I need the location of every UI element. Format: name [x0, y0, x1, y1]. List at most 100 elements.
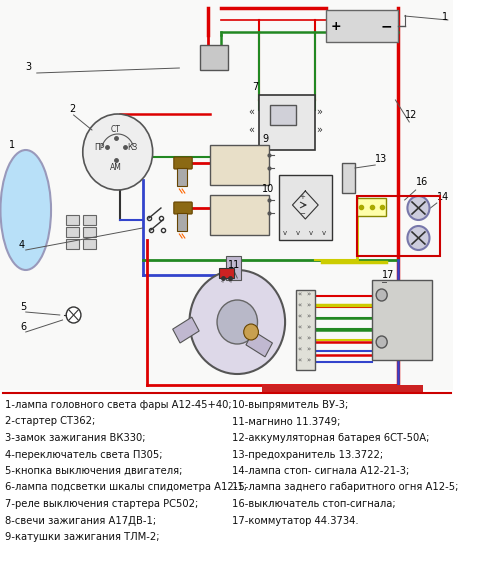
Text: 4: 4 [18, 240, 25, 250]
Bar [342, 163, 355, 193]
Text: 6: 6 [20, 322, 26, 332]
Bar [173, 317, 199, 343]
Circle shape [83, 114, 153, 190]
Circle shape [244, 324, 258, 340]
Bar [66, 215, 79, 225]
Text: КЗ: КЗ [127, 142, 138, 151]
Text: 11: 11 [228, 260, 240, 270]
Text: +: + [330, 20, 341, 33]
Bar [296, 290, 315, 370]
Bar [177, 168, 187, 186]
Text: +: + [300, 194, 306, 200]
Text: «: « [228, 279, 232, 284]
Text: »: » [306, 324, 311, 330]
FancyBboxPatch shape [174, 157, 192, 169]
Circle shape [376, 289, 387, 301]
Text: 12: 12 [405, 110, 417, 120]
Bar [326, 10, 398, 42]
Text: »: » [306, 313, 311, 319]
Bar [357, 196, 440, 256]
Text: 16: 16 [416, 177, 428, 187]
Text: «: « [298, 291, 302, 297]
Bar [270, 105, 296, 125]
Circle shape [407, 226, 429, 250]
Text: 13: 13 [375, 154, 387, 164]
Text: 9: 9 [262, 134, 268, 144]
Text: 10-выпрямитель ВУ-3;: 10-выпрямитель ВУ-3; [232, 400, 348, 410]
Text: «: « [248, 107, 254, 117]
Text: 14: 14 [437, 192, 449, 202]
Text: v: v [283, 230, 287, 236]
Text: v: v [296, 230, 300, 236]
Bar [201, 45, 228, 70]
Bar [246, 331, 273, 357]
Text: 14-лампа стоп- сигнала А12-21-3;: 14-лампа стоп- сигнала А12-21-3; [232, 466, 409, 476]
Bar [83, 215, 96, 225]
Text: 5: 5 [20, 302, 27, 312]
FancyBboxPatch shape [174, 202, 192, 214]
Bar [66, 227, 79, 237]
Bar [66, 239, 79, 249]
Text: »: » [306, 346, 311, 352]
Text: v: v [322, 230, 326, 236]
Text: 7: 7 [252, 82, 258, 92]
Bar [177, 213, 187, 231]
Bar [226, 256, 241, 280]
Bar [219, 268, 234, 278]
Text: «: « [298, 313, 302, 319]
Text: v: v [309, 230, 313, 236]
Bar [373, 280, 432, 360]
Text: «: « [221, 279, 224, 284]
Bar [0, 0, 454, 390]
Text: 1: 1 [9, 140, 15, 150]
Bar [262, 385, 423, 393]
Text: 6-лампа подсветки шкалы спидометра А12-1;: 6-лампа подсветки шкалы спидометра А12-1… [4, 483, 246, 493]
Text: 13-предохранитель 13.3722;: 13-предохранитель 13.3722; [232, 450, 383, 459]
Text: 4-переключатель света П305;: 4-переключатель света П305; [4, 450, 162, 459]
Text: АМ: АМ [110, 163, 122, 172]
Text: −: − [300, 211, 306, 217]
Circle shape [407, 196, 429, 220]
Text: «: « [298, 324, 302, 330]
Text: 2: 2 [69, 104, 75, 114]
Text: 11-магнино 11.3749;: 11-магнино 11.3749; [232, 416, 340, 427]
Text: 7-реле выключения стартера РС502;: 7-реле выключения стартера РС502; [4, 499, 198, 509]
Text: 15-лампа заднего габаритного огня А12-5;: 15-лампа заднего габаритного огня А12-5; [232, 483, 458, 493]
Bar [210, 145, 270, 185]
Text: «: « [298, 346, 302, 352]
Text: 17-коммутатор 44.3734.: 17-коммутатор 44.3734. [232, 515, 358, 525]
Text: 2-стартер СТ362;: 2-стартер СТ362; [4, 416, 95, 427]
Text: 5-кнопка выключения двигателя;: 5-кнопка выключения двигателя; [4, 466, 182, 476]
Circle shape [66, 307, 81, 323]
Text: 3: 3 [26, 62, 32, 72]
Text: −: − [381, 19, 392, 33]
Text: «: « [298, 357, 302, 363]
Text: 1: 1 [442, 12, 448, 22]
Text: «: « [298, 302, 302, 308]
Text: 3-замок зажигания ВК330;: 3-замок зажигания ВК330; [4, 433, 145, 443]
Bar [357, 198, 386, 216]
Circle shape [376, 336, 387, 348]
Text: »: » [317, 107, 322, 117]
Circle shape [217, 300, 257, 344]
Text: 10: 10 [262, 184, 275, 194]
Bar [259, 95, 315, 150]
Text: СТ: СТ [111, 125, 121, 134]
Text: 16-выключатель стоп-сигнала;: 16-выключатель стоп-сигнала; [232, 499, 395, 509]
Text: 1-лампа головного света фары А12-45+40;: 1-лампа головного света фары А12-45+40; [4, 400, 231, 410]
Text: «: « [248, 125, 254, 135]
Text: »: » [306, 335, 311, 341]
Ellipse shape [0, 150, 51, 270]
Text: »: » [317, 125, 322, 135]
Text: ПР: ПР [94, 142, 105, 151]
Circle shape [189, 270, 285, 374]
Text: 8-свечи зажигания А17ДВ-1;: 8-свечи зажигания А17ДВ-1; [4, 515, 156, 525]
Text: 17: 17 [382, 270, 394, 280]
Bar [279, 175, 332, 240]
Text: 12-аккумуляторная батарея 6СТ-50А;: 12-аккумуляторная батарея 6СТ-50А; [232, 433, 429, 443]
Text: »: » [306, 302, 311, 308]
Text: »: » [306, 291, 311, 297]
Text: «: « [298, 335, 302, 341]
Bar [83, 227, 96, 237]
Bar [83, 239, 96, 249]
